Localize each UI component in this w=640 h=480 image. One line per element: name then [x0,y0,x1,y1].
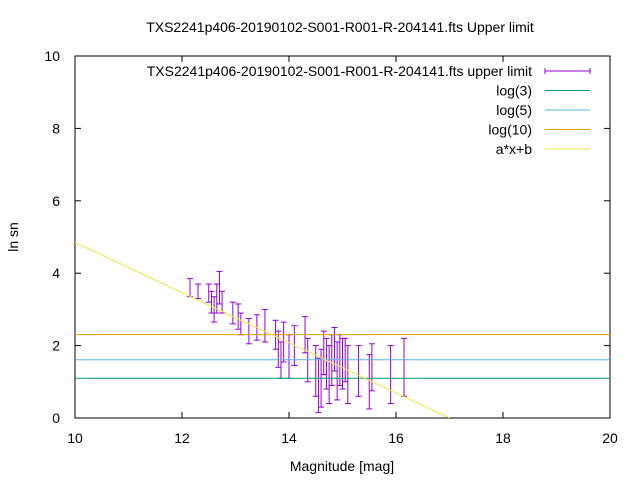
y-axis-label: ln sn [5,222,21,252]
y-axis: 0 2 4 6 8 10 [44,48,610,426]
data-point [323,337,330,390]
legend-label: a*x+b [496,141,532,157]
legend-entry: log(10) [488,122,590,138]
chart-title: TXS2241p406-20190102-S001-R001-R-204141.… [146,19,534,35]
data-point [195,283,202,300]
data-point [245,317,252,345]
y-tick-label: 8 [52,120,60,136]
data-point [237,312,244,336]
legend-entry: log(5) [496,102,590,118]
x-tick-label: 20 [602,430,618,446]
data-point [229,301,236,325]
data-point [216,270,223,305]
data-point [205,283,212,303]
data-point [344,345,351,405]
x-tick-label: 10 [67,430,83,446]
fit-line [75,241,450,418]
y-tick-label: 0 [52,410,60,426]
x-axis: 10 12 14 16 18 20 [67,56,618,446]
legend-label: log(3) [496,83,532,99]
data-point [315,357,322,414]
data-point [387,345,394,405]
x-tick-label: 12 [174,430,190,446]
data-point [280,321,287,363]
x-tick-label: 14 [281,430,297,446]
data-point [326,345,333,405]
legend-label: TXS2241p406-20190102-S001-R001-R-204141.… [147,63,532,79]
data-point [312,345,319,397]
data-point [235,303,242,330]
y-tick-label: 6 [52,193,60,209]
legend-entry: TXS2241p406-20190102-S001-R001-R-204141.… [147,63,591,79]
data-point [187,278,194,298]
data-point [261,308,268,343]
legend: TXS2241p406-20190102-S001-R001-R-204141.… [147,63,591,157]
legend-label: log(5) [496,102,532,118]
data-point [275,330,282,368]
plot-frame [74,55,611,419]
y-tick-label: 10 [44,48,60,64]
data-point [355,345,362,397]
data-point [213,283,220,314]
y-tick-label: 4 [52,265,60,281]
data-point [368,343,375,392]
x-tick-label: 16 [388,430,404,446]
plot-content [75,241,610,418]
y-tick-label: 2 [52,338,60,354]
legend-entry: a*x+b [496,141,590,157]
data-point [334,341,341,401]
data-point [366,354,373,410]
x-axis-label: Magnitude [mag] [290,458,394,474]
data-point [320,330,327,376]
data-point [401,337,408,397]
data-point [219,290,226,314]
data-point [211,296,218,323]
legend-label: log(10) [488,122,532,138]
data-point [208,290,215,314]
legend-entry: log(3) [496,83,590,99]
x-tick-label: 18 [495,430,511,446]
